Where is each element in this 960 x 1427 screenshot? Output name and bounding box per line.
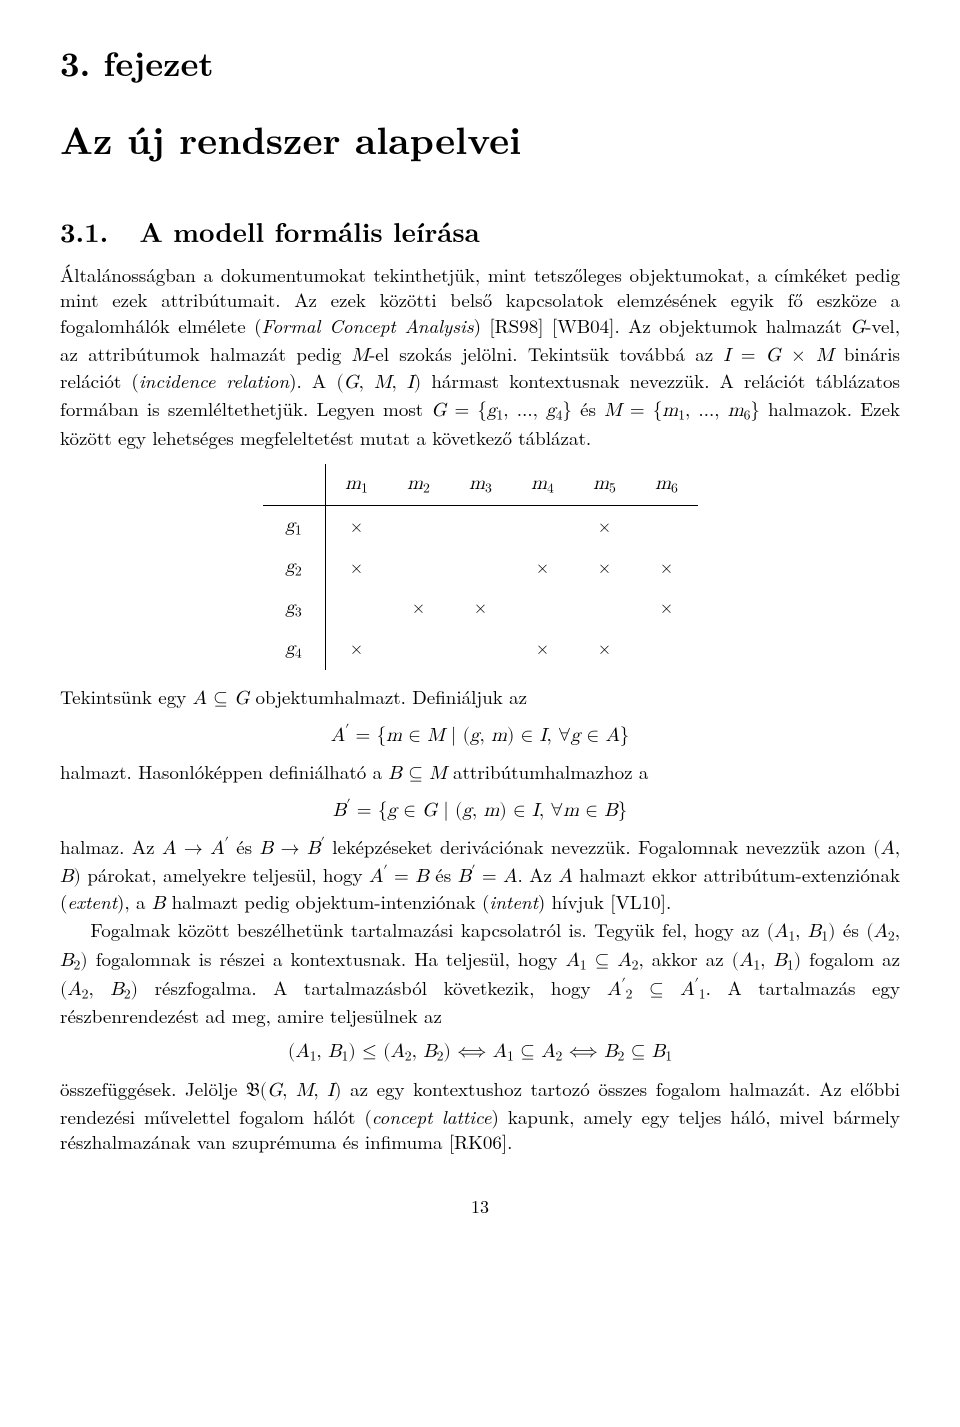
table-corner <box>263 464 326 505</box>
table-cell <box>325 588 388 629</box>
table-cell <box>512 506 574 547</box>
col-m4: m4 <box>512 464 574 505</box>
sym-b: B <box>152 894 165 913</box>
table-cell <box>450 629 512 670</box>
table-cell: × <box>388 588 450 629</box>
rel-def: I = G × M <box>724 346 834 365</box>
triple: (G, M, I) <box>336 373 421 392</box>
col-m1: m1 <box>325 464 388 505</box>
a-sub-g: A ⊆ G <box>193 689 250 708</box>
eq-order: (A1, B1) ≤ (A2, B2) ⟺ A1 ⊆ A2 ⟺ B2 ⊆ B1 <box>60 1039 900 1066</box>
sym-a: A <box>558 867 572 886</box>
table-row: g4××× <box>263 629 698 670</box>
term-fca: Formal Concept Analysis <box>262 312 474 339</box>
table-row: g1×× <box>263 506 698 547</box>
pair-1: (A1, B1) <box>767 922 836 941</box>
row-g₁: g1 <box>263 506 326 547</box>
term-incidence: incidence relation <box>139 367 289 394</box>
table-cell: × <box>574 547 636 588</box>
table-cell <box>512 588 574 629</box>
table-cell <box>636 629 698 670</box>
table-cell: × <box>325 547 388 588</box>
a2p-sub-a1p: A′2 ⊆ A′1 <box>607 980 706 999</box>
table-cell <box>388 629 450 670</box>
table-cell <box>450 547 512 588</box>
table-cell <box>636 506 698 547</box>
sym-g: G <box>850 318 865 337</box>
paragraph-3: Fogalmak között beszélhetünk tartalmazás… <box>60 917 900 1029</box>
table-cell <box>388 506 450 547</box>
incidence-table: m1 m2 m3 m4 m5 m6 g1××g2××××g3×××g4××× <box>263 464 698 669</box>
b-sub-m: B ⊆ M <box>388 764 446 783</box>
term-extent: extent <box>67 888 117 915</box>
table-cell: × <box>512 629 574 670</box>
pair-2b: (A2, B2) <box>60 980 138 999</box>
m-set: M = {m1, …, m6} <box>604 401 760 420</box>
table-cell: × <box>450 588 512 629</box>
col-m2: m2 <box>388 464 450 505</box>
table-cell: × <box>574 506 636 547</box>
g-set: G = {g1, …, g4} <box>431 401 572 420</box>
pair-1b: (A1, B1) <box>732 951 802 970</box>
chapter-title: Az új rendszer alapelvei <box>60 114 900 165</box>
section-number: 3.1. <box>60 211 108 250</box>
row-g₂: g2 <box>263 547 326 588</box>
page-number: 13 <box>60 1195 900 1219</box>
table-cell: × <box>574 629 636 670</box>
aprime-eq-b: A′ = B <box>369 867 429 886</box>
table-cell <box>574 588 636 629</box>
table-cell: × <box>325 629 388 670</box>
frak-b: 𝔅 <box>246 1075 260 1102</box>
paragraph-2: halmaz. Az A → A′ és B → B′ leképzéseket… <box>60 834 900 917</box>
col-m6: m6 <box>636 464 698 505</box>
term-intent: intent <box>489 888 538 915</box>
section-heading: A modell formális leírása <box>139 211 479 250</box>
halmazt-line: halmazt. Hasonlóképpen definiálható a B … <box>60 759 900 787</box>
table-cell <box>450 506 512 547</box>
table-cell: × <box>636 547 698 588</box>
row-g₃: g3 <box>263 588 326 629</box>
table-cell <box>388 547 450 588</box>
col-m3: m3 <box>450 464 512 505</box>
table-row: g3××× <box>263 588 698 629</box>
term-concept-lattice: concept lattice <box>372 1103 492 1130</box>
table-cell: × <box>512 547 574 588</box>
sym-m: M <box>352 346 369 365</box>
map-b: B → B′ <box>260 839 325 858</box>
bgmi: (G, M, I) <box>260 1081 342 1100</box>
section-title: 3.1. A modell formális leírása <box>60 213 900 249</box>
row-g₄: g4 <box>263 629 326 670</box>
paragraph-4: összefüggések. Jelölje 𝔅(G, M, I) az egy… <box>60 1076 900 1155</box>
after-table: Tekintsünk egy A ⊆ G objektumhalmazt. De… <box>60 684 900 712</box>
bprime-eq-a: B′ = A <box>458 867 518 886</box>
eq-a-prime: A′ = {m ∈ M | (g, m) ∈ I, ∀g ∈ A} <box>60 721 900 748</box>
chapter-label: 3. fejezet <box>60 40 900 86</box>
col-m5: m5 <box>574 464 636 505</box>
table-row: g2×××× <box>263 547 698 588</box>
table-cell: × <box>325 506 388 547</box>
paragraph-1: Általánosságban a dokumentumokat tekinth… <box>60 262 900 451</box>
map-a: A → A′ <box>162 839 229 858</box>
table-cell: × <box>636 588 698 629</box>
eq-b-prime: B′ = {g ∈ G | (g, m) ∈ I, ∀m ∈ B} <box>60 796 900 823</box>
a1-sub-a2: A1 ⊆ A2 <box>566 951 639 970</box>
